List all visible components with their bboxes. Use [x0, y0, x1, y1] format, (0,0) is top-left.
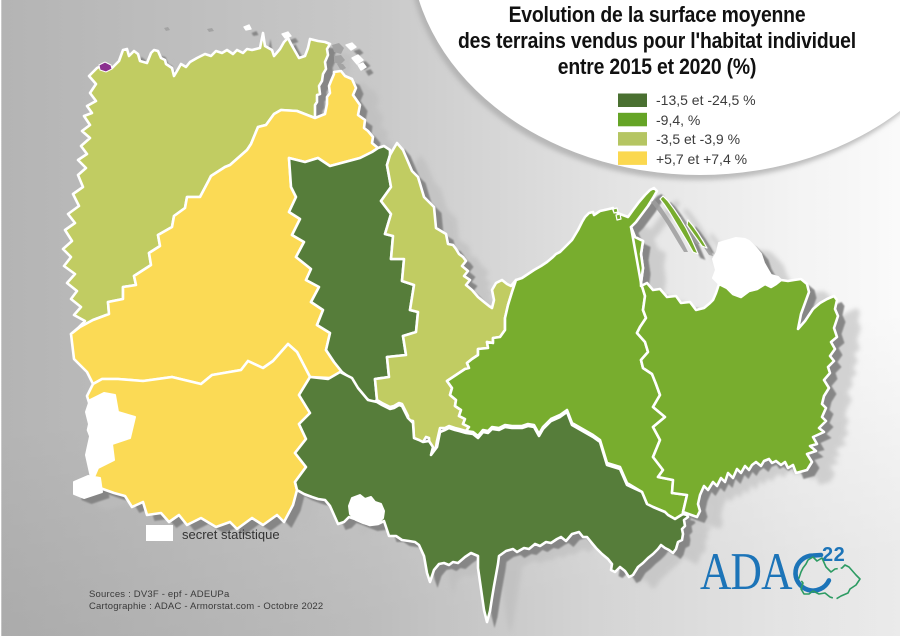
svg-text:22: 22 [822, 544, 845, 566]
svg-text:ADA: ADA [700, 543, 793, 601]
